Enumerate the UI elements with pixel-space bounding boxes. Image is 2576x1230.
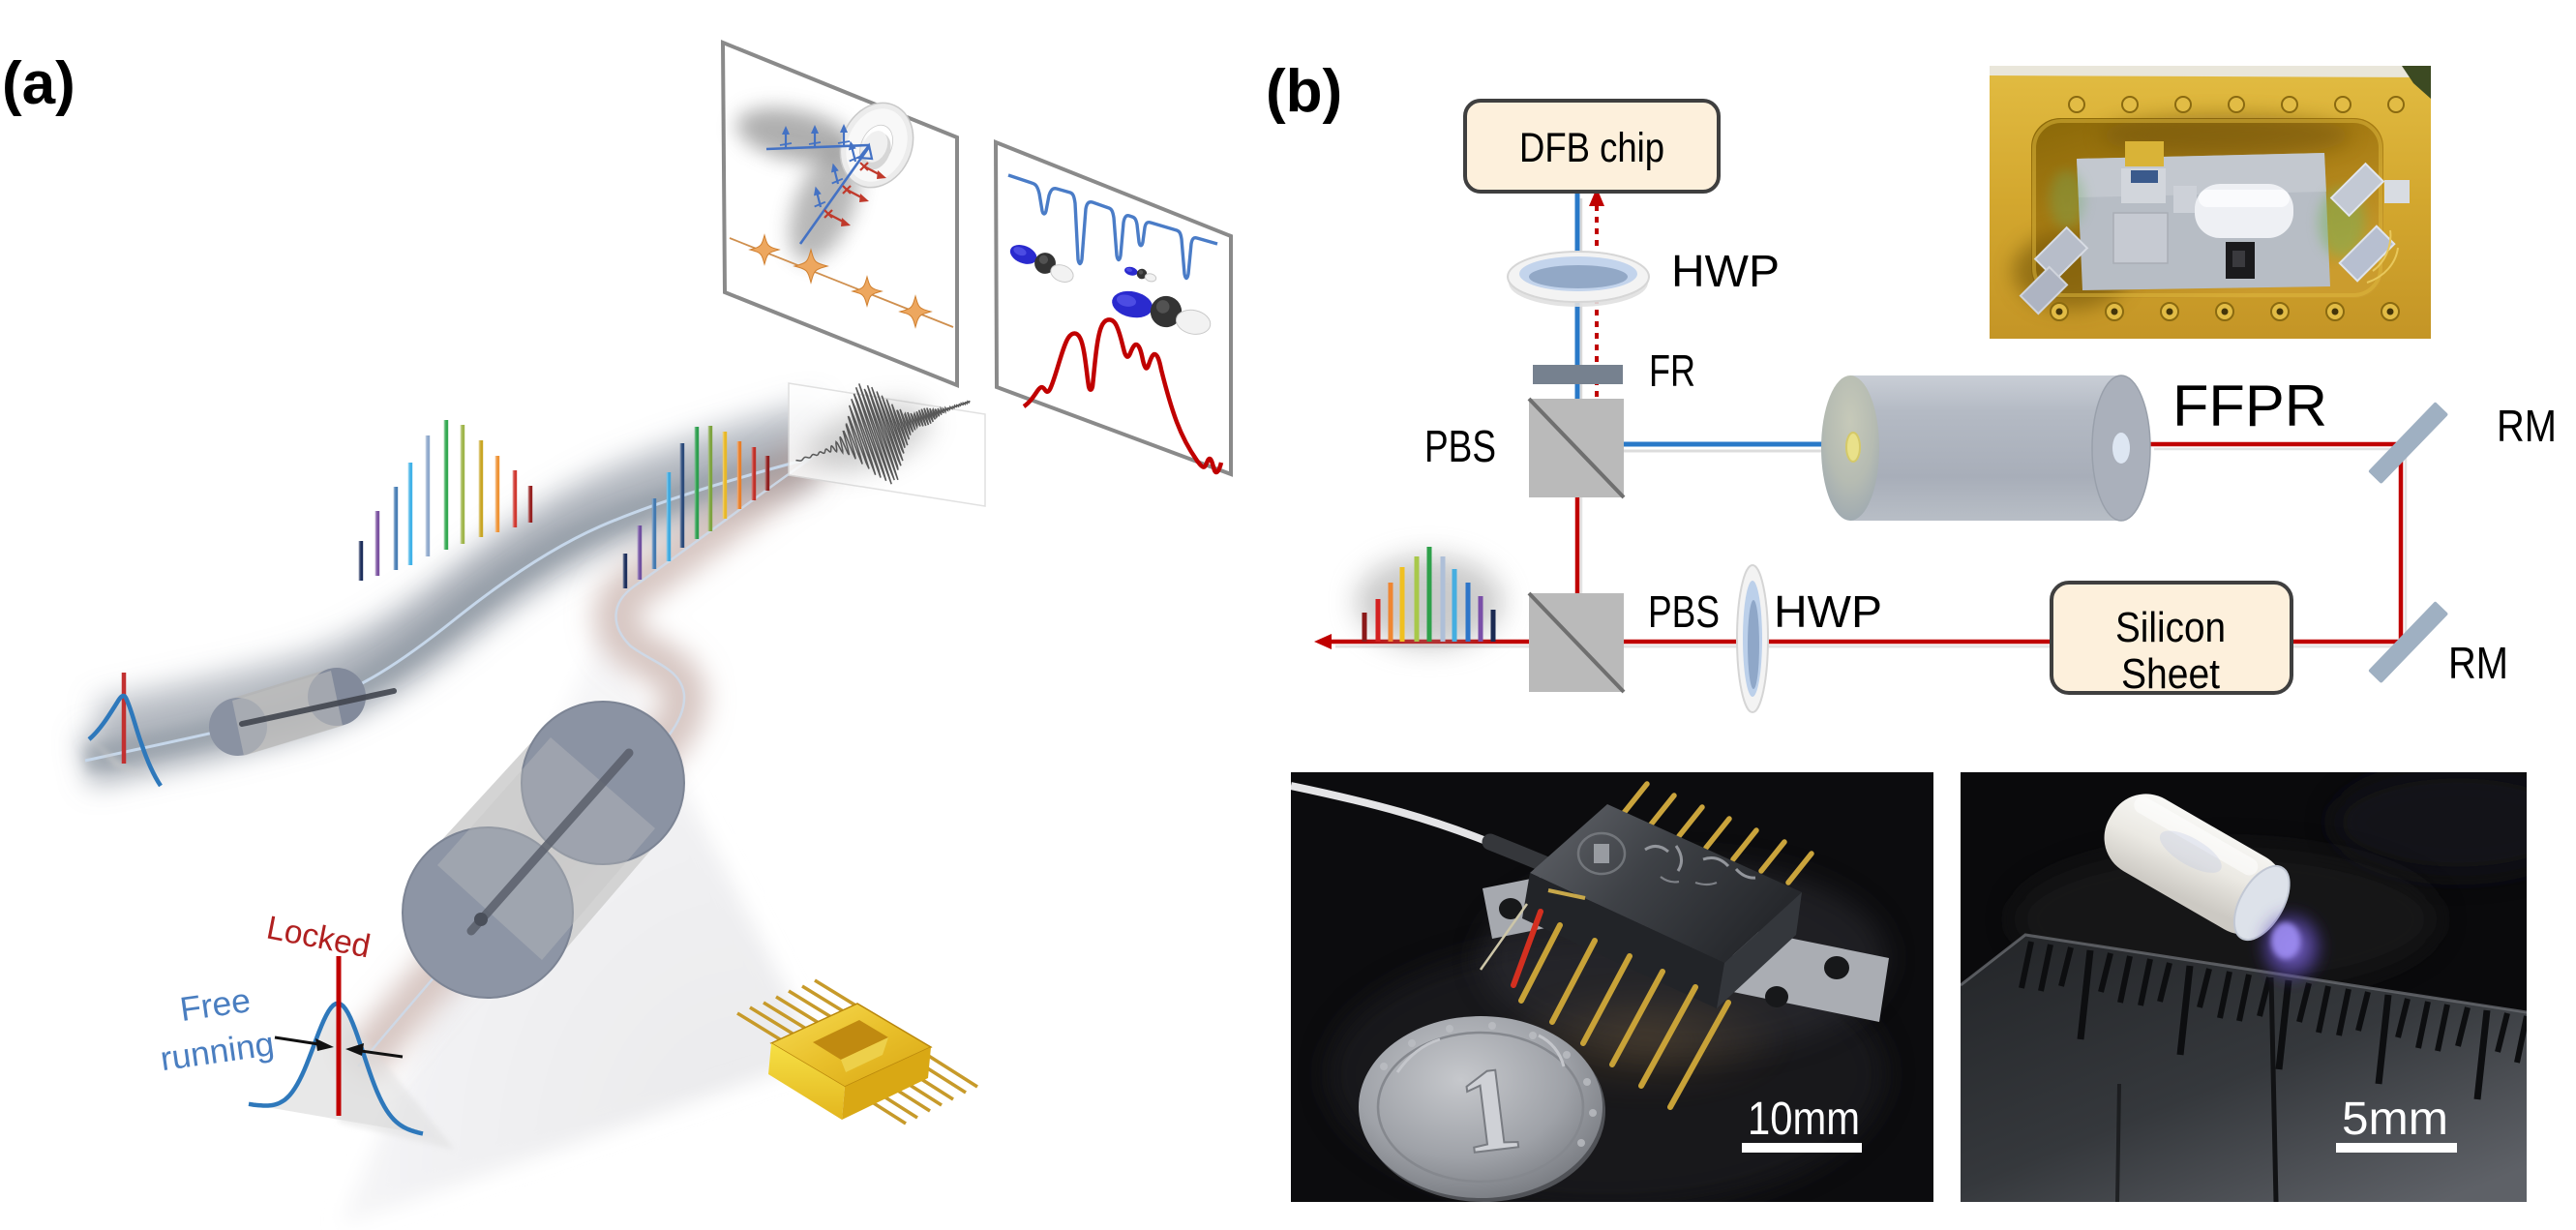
svg-text:Sheet: Sheet xyxy=(2121,650,2220,698)
svg-text:RM: RM xyxy=(2497,401,2557,451)
svg-text:PBS: PBS xyxy=(1648,586,1720,637)
svg-text:5mm: 5mm xyxy=(2342,1094,2448,1145)
svg-text:HWP: HWP xyxy=(1774,586,1882,637)
svg-text:PBS: PBS xyxy=(1424,421,1496,471)
svg-text:DFB chip: DFB chip xyxy=(1519,125,1664,171)
svg-text:(a): (a) xyxy=(2,50,75,117)
svg-text:Silicon: Silicon xyxy=(2115,604,2226,651)
svg-text:RM: RM xyxy=(2448,638,2508,688)
svg-text:HWP: HWP xyxy=(1671,246,1780,296)
svg-text:FFPR: FFPR xyxy=(2172,374,2327,438)
svg-text:(b): (b) xyxy=(1266,58,1342,125)
svg-text:FR: FR xyxy=(1649,345,1695,396)
svg-text:10mm: 10mm xyxy=(1748,1094,1860,1145)
